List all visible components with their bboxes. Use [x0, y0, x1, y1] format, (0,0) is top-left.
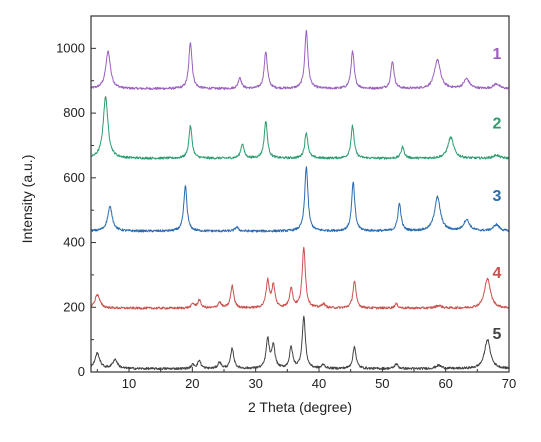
series-2-label: 2: [493, 115, 502, 132]
y-tick-label: 1000: [56, 40, 85, 55]
series-2-trace: [90, 96, 510, 160]
series-1-label: 1: [493, 46, 502, 63]
plot-frame: [90, 15, 510, 373]
series-4-trace: [90, 246, 510, 310]
y-tick-label: 800: [63, 105, 85, 120]
series-3-trace: [90, 166, 510, 233]
y-tick-label: 600: [63, 170, 85, 185]
series-3-label: 3: [493, 188, 502, 205]
series-5-label: 5: [493, 326, 502, 343]
trace-layer: 1 2 3 4 5: [90, 29, 510, 371]
x-tick-label: 30: [248, 376, 262, 391]
series-5-trace: [90, 315, 510, 371]
series-1-trace: [90, 29, 510, 91]
x-tick-label: 40: [312, 376, 326, 391]
y-tick-label: 200: [63, 299, 85, 314]
x-tick-label: 50: [375, 376, 389, 391]
y-axis-title: Intensity (a.u.): [19, 155, 35, 244]
series-4-label: 4: [493, 265, 502, 282]
x-tick-label: 70: [502, 376, 516, 391]
x-tick-label: 10: [122, 376, 136, 391]
x-tick-label: 20: [185, 376, 199, 391]
x-tick-label: 60: [438, 376, 452, 391]
y-tick-label: 400: [63, 235, 85, 250]
axes-layer: 10 20 30 40 50 60 70 0 200 400 600 800 1000: [56, 15, 516, 391]
y-tick-label: 0: [78, 364, 85, 379]
x-axis-title: 2 Theta (degree): [248, 399, 352, 415]
